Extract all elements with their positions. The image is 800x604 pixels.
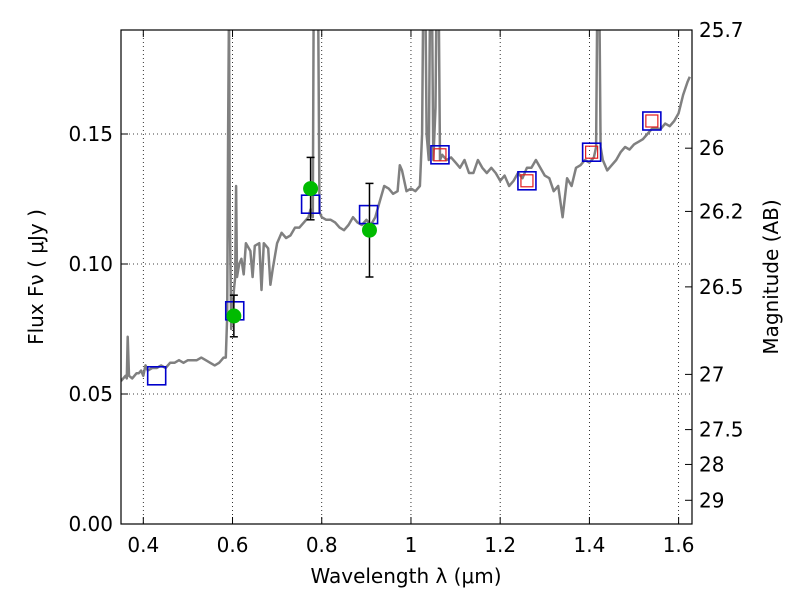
y2-tick-label: 26.2 bbox=[699, 199, 744, 223]
y2-axis-label: Magnitude (AB) bbox=[759, 199, 783, 354]
y2-tick-label: 25.7 bbox=[699, 18, 744, 42]
y-tick-label: 0.15 bbox=[68, 122, 113, 146]
y2-tick-label: 28 bbox=[699, 452, 724, 476]
model-flux-box bbox=[517, 171, 537, 191]
y2-tick-label: 27.5 bbox=[699, 418, 744, 442]
model-flux-box bbox=[581, 142, 602, 162]
axes: 0.4 0.6 0.8 1 1.2 1.4 1.6 0.00 0.05 0.10 0.15 25.7 2… bbox=[68, 18, 743, 557]
y-tick-label: 0.05 bbox=[68, 382, 113, 406]
x-tick-label: 1.2 bbox=[484, 533, 516, 557]
model-flux-box bbox=[642, 111, 662, 131]
observed-flux-point bbox=[226, 308, 242, 324]
model-flux-box bbox=[430, 145, 450, 165]
plot-area bbox=[121, 30, 691, 386]
x-tick-label: 0.6 bbox=[217, 533, 249, 557]
observed-flux-point bbox=[361, 222, 377, 238]
y-axis-label: Flux Fν ( μJy ) bbox=[24, 209, 48, 345]
model-flux-inner-box bbox=[585, 145, 599, 159]
y2-tick-label: 26 bbox=[699, 136, 724, 160]
x-axis-label: Wavelength λ (μm) bbox=[310, 564, 501, 588]
x-tick-label: 1.4 bbox=[573, 533, 605, 557]
model-flux-inner-box bbox=[520, 174, 534, 188]
model-flux-box bbox=[146, 365, 167, 386]
y2-tick-label: 29 bbox=[699, 488, 724, 512]
spectrum-line bbox=[121, 30, 691, 382]
y-tick-label: 0.10 bbox=[68, 252, 113, 276]
x-tick-label: 1.6 bbox=[663, 533, 695, 557]
x-tick-label: 0.8 bbox=[306, 533, 338, 557]
model-flux-inner-box bbox=[433, 148, 447, 162]
y2-tick-label: 27 bbox=[699, 362, 724, 386]
plot-frame bbox=[120, 29, 693, 525]
grid bbox=[121, 30, 692, 525]
x-tick-label: 1 bbox=[405, 533, 418, 557]
model-flux-inner-box bbox=[645, 114, 659, 128]
y-tick-label: 0.00 bbox=[68, 512, 113, 536]
x-tick-label: 0.4 bbox=[127, 533, 159, 557]
observed-flux-point bbox=[303, 181, 319, 197]
y2-tick-label: 26.5 bbox=[699, 275, 744, 299]
